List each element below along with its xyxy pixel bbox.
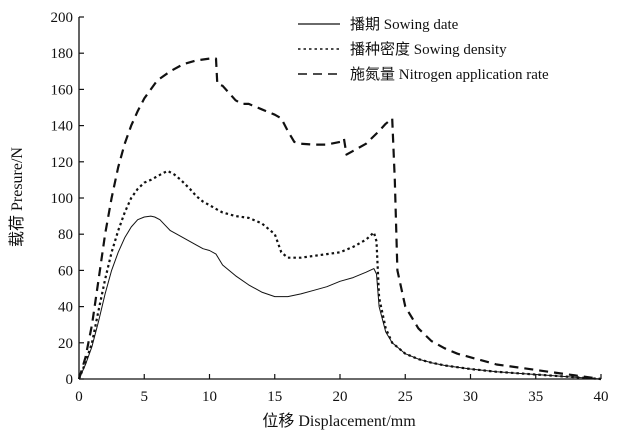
x-axis-title: 位移 Displacement/mm xyxy=(262,412,416,430)
x-tick-label: 25 xyxy=(398,389,413,405)
x-tick-label: 10 xyxy=(202,389,217,405)
y-tick-label: 80 xyxy=(58,227,73,243)
x-tick-label: 40 xyxy=(594,389,609,405)
legend: 播期 Sowing date 播种密度 Sowing density 施氮量 Nit… xyxy=(298,16,549,83)
y-tick-label: 20 xyxy=(58,336,73,352)
x-tick-label: 0 xyxy=(75,389,83,405)
x-tick-label: 20 xyxy=(333,389,348,405)
x-axis-ticks: 0 5 10 15 20 25 30 35 40 xyxy=(75,374,609,405)
legend-label-3: 施氮量 Nitrogen application rate xyxy=(350,66,549,83)
x-tick-label: 35 xyxy=(528,389,543,405)
y-tick-label: 40 xyxy=(58,300,73,316)
x-tick-label: 5 xyxy=(141,389,149,405)
y-tick-label: 60 xyxy=(58,263,73,279)
x-tick-label: 30 xyxy=(463,389,478,405)
legend-label-2: 播种密度 Sowing density xyxy=(350,41,507,58)
y-tick-label: 160 xyxy=(51,82,74,98)
y-tick-label: 0 xyxy=(66,372,74,388)
y-tick-label: 180 xyxy=(51,46,74,62)
series-lines xyxy=(77,57,602,381)
series-line-2 xyxy=(77,169,602,381)
plot-area: 0 20 40 60 80 100 120 140 160 180 200 0 5 10 15 20 25 30… xyxy=(51,10,609,405)
y-axis-ticks: 0 20 40 60 80 100 120 140 160 180 200 xyxy=(51,10,84,388)
legend-label-1: 播期 Sowing date xyxy=(350,16,459,33)
x-tick-label: 15 xyxy=(267,389,282,405)
y-tick-label: 120 xyxy=(51,155,74,171)
y-axis-title: 载荷 Presure/N xyxy=(8,147,26,247)
y-tick-label: 200 xyxy=(51,10,74,26)
y-tick-label: 140 xyxy=(51,119,74,135)
series-line-1 xyxy=(78,215,602,380)
y-tick-label: 100 xyxy=(51,191,74,207)
